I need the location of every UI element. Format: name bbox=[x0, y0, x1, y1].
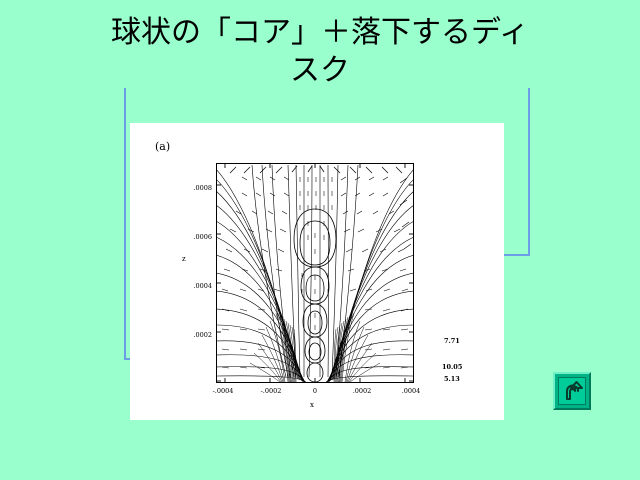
side-annotation-value: 10.05 bbox=[442, 363, 463, 371]
figure-sublabel: (a) bbox=[155, 140, 171, 153]
u-turn-arrow-icon bbox=[566, 381, 583, 400]
y-tick-label: .0006 bbox=[193, 233, 212, 241]
page-title: 球状の「コア」＋落下するディスク bbox=[111, 15, 529, 88]
x-tick-label: .0004 bbox=[401, 387, 421, 395]
left-callout-connector-vertical bbox=[124, 88, 126, 360]
y-tick-label: .0004 bbox=[193, 282, 212, 290]
y-tick-label: .0008 bbox=[193, 184, 212, 192]
x-tick-label: 0 bbox=[312, 387, 318, 395]
figure-panel: (a) z x .0008 .0006 .0004 .0002 0 -.0004… bbox=[130, 123, 504, 420]
x-axis-label: x bbox=[310, 401, 314, 409]
return-button-inner bbox=[558, 377, 586, 405]
return-button[interactable] bbox=[553, 372, 591, 410]
y-tick-label: .0002 bbox=[193, 331, 212, 339]
x-tick-label: .0002 bbox=[352, 387, 372, 395]
y-axis-label: z bbox=[182, 255, 186, 263]
x-tick-label: -.0004 bbox=[212, 387, 234, 395]
side-annotation-value: 5.13 bbox=[444, 375, 460, 383]
x-tick-label: -.0002 bbox=[260, 387, 282, 395]
side-annotation-value: 7.71 bbox=[444, 337, 460, 345]
right-callout-connector-horizontal bbox=[492, 254, 530, 256]
vector-field-contour-plot bbox=[216, 163, 414, 383]
right-callout-connector-vertical bbox=[528, 88, 530, 256]
